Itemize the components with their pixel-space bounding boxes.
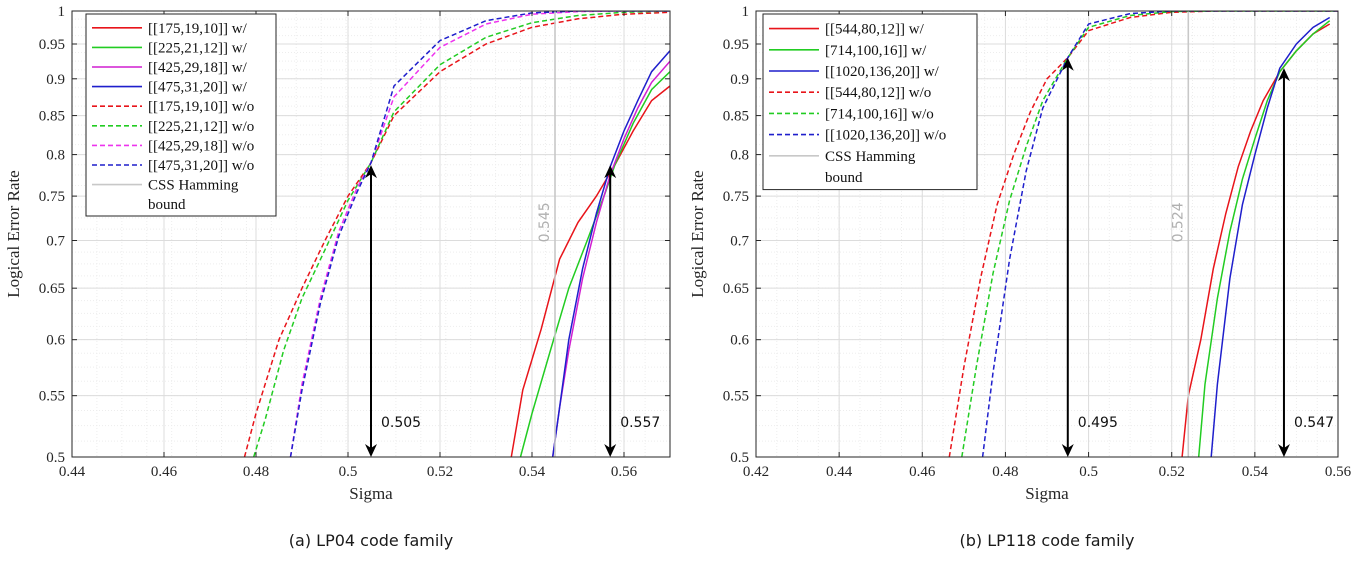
x-tick-label: 0.52 (1159, 464, 1185, 480)
x-tick-label: 0.44 (59, 464, 86, 480)
figure-caption: (a) LP04 code family (289, 531, 453, 550)
series-line (243, 11, 670, 457)
y-tick-label: 0.6 (730, 333, 749, 349)
y-tick-label: 0.65 (39, 281, 65, 297)
arrow-head-down (365, 444, 377, 457)
y-tick-label: 0.85 (39, 109, 65, 125)
legend: [[175,19,10]] w/ [[225,21,12]] w/ [[425,29… (85, 13, 277, 217)
y-tick-label: 0.8 (730, 148, 749, 164)
series-line (519, 71, 670, 457)
x-axis-label: Sigma (349, 484, 393, 503)
x-tick-label: 0.5 (339, 464, 358, 480)
y-tick-label: 0.9 (730, 72, 749, 88)
y-tick-label: 0.5 (46, 450, 65, 466)
legend-box (762, 13, 978, 191)
threshold-value-label: 0.505 (381, 415, 421, 431)
series-line (961, 11, 1338, 457)
arrow-head-up (1061, 57, 1074, 71)
x-tick-label: 0.56 (611, 464, 638, 480)
y-tick-label: 1 (742, 4, 750, 20)
legend-label: [[1020,136,20]] w/ (825, 64, 940, 80)
x-tick-label: 0.44 (826, 464, 853, 480)
y-tick-label: 0.85 (723, 109, 749, 125)
hamming-bound-value: 0.524 (1170, 202, 1186, 242)
y-axis-label: Logical Error Rate (688, 170, 707, 297)
x-tick-label: 0.52 (427, 464, 453, 480)
chart-lp04: 0.44 0.46 0.48 0.5 0.52 0.54 0.56 0.5 0.55 0.6 0.6… (4, 4, 671, 550)
x-tick-label: 0.48 (243, 464, 269, 480)
series-line (551, 60, 670, 457)
threshold-value-label: 0.547 (1294, 415, 1334, 431)
x-tick-label: 0.54 (519, 464, 546, 480)
chart-lp118: 0.42 0.44 0.46 0.48 0.5 0.52 0.54 0.56 0.5 0.55 0.… (688, 4, 1352, 550)
arrow-head-up (1277, 68, 1290, 82)
arrow-head-down (1061, 444, 1074, 457)
legend-label: [[225,21,12]] w/ (148, 40, 248, 56)
legend-label: [[175,19,10]] w/o (148, 99, 254, 115)
y-tick-label: 0.55 (39, 389, 65, 405)
series-line (510, 85, 670, 457)
x-tick-label: 0.46 (909, 464, 936, 480)
x-tick-label: 0.54 (1242, 464, 1269, 480)
legend-label: [714,100,16]] w/ (825, 43, 927, 59)
legend-label: [[1020,136,20]] w/o (825, 128, 946, 144)
y-tick-label: 0.7 (46, 233, 65, 249)
figure-caption: (b) LP118 code family (960, 531, 1135, 550)
plot-area (948, 11, 1338, 457)
threshold-value-label: 0.495 (1078, 415, 1118, 431)
legend-label: CSS Hamming (825, 149, 916, 165)
plot-area (243, 11, 670, 457)
legend-label: [[544,80,12]] w/ (825, 22, 925, 38)
series-line (1210, 16, 1331, 457)
legend-label: CSS Hamming (148, 178, 239, 194)
y-tick-label: 0.95 (39, 37, 65, 53)
y-tick-label: 0.95 (723, 37, 749, 53)
y-tick-label: 0.6 (46, 333, 65, 349)
axes-box (755, 10, 1339, 458)
legend-label: [[425,29,18]] w/ (148, 60, 248, 76)
y-tick-label: 0.9 (46, 72, 65, 88)
x-tick-label: 0.46 (151, 464, 178, 480)
y-tick-label: 0.65 (723, 281, 749, 297)
y-tick-label: 0.5 (730, 450, 749, 466)
legend-label: [[475,31,20]] w/o (148, 158, 254, 174)
y-tick-label: 1 (58, 4, 66, 20)
y-tick-label: 0.75 (39, 189, 65, 205)
legend-label: [714,100,16]] w/o (825, 106, 934, 122)
x-tick-label: 0.5 (1079, 464, 1098, 480)
arrow-head-down (1277, 444, 1290, 457)
arrow-head-down (604, 444, 617, 457)
legend-label: [[475,31,20]] w/ (148, 80, 248, 96)
arrow-head-up (365, 165, 377, 179)
series-line (289, 11, 670, 457)
legend-label: bound (148, 197, 186, 213)
legend-label: [[225,21,12]] w/o (148, 119, 254, 135)
x-tick-label: 0.48 (992, 464, 1018, 480)
legend-label: [[175,19,10]] w/ (148, 21, 248, 37)
legend-label: [[544,80,12]] w/o (825, 85, 931, 101)
threshold-value-label: 0.557 (620, 415, 660, 431)
series-line (252, 11, 670, 457)
y-tick-label: 0.75 (723, 189, 749, 205)
series-line (289, 11, 670, 457)
x-axis-label: Sigma (1025, 484, 1069, 503)
x-tick-label: 0.42 (743, 464, 769, 480)
legend-label: bound (825, 170, 863, 186)
legend: [[544,80,12]] w/ [714,100,16]] w/ [[1020,1… (762, 13, 978, 191)
y-tick-label: 0.7 (730, 233, 749, 249)
series-line (1197, 20, 1331, 457)
legend-label: [[425,29,18]] w/o (148, 138, 254, 154)
arrow-head-up (604, 165, 617, 179)
y-tick-label: 0.55 (723, 389, 749, 405)
series-line (981, 11, 1338, 457)
x-tick-label: 0.56 (1325, 464, 1352, 480)
hamming-bound-value: 0.545 (537, 202, 553, 242)
y-tick-label: 0.8 (46, 148, 65, 164)
series-line (551, 50, 670, 457)
y-axis-label: Logical Error Rate (4, 170, 23, 297)
